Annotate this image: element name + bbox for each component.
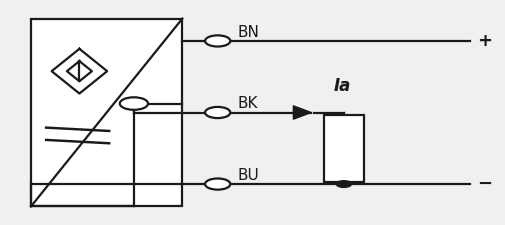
Circle shape — [205, 107, 230, 118]
Text: Ia: Ia — [333, 76, 350, 94]
Circle shape — [120, 97, 148, 110]
Text: BK: BK — [237, 96, 258, 111]
Circle shape — [205, 35, 230, 47]
Text: +: + — [477, 32, 491, 50]
Circle shape — [336, 181, 350, 187]
Bar — [31, 19, 182, 206]
Circle shape — [205, 178, 230, 190]
Bar — [323, 115, 363, 182]
Text: BN: BN — [237, 25, 259, 40]
FancyArrow shape — [293, 106, 311, 119]
Text: BU: BU — [237, 168, 259, 183]
Text: −: − — [477, 175, 492, 193]
